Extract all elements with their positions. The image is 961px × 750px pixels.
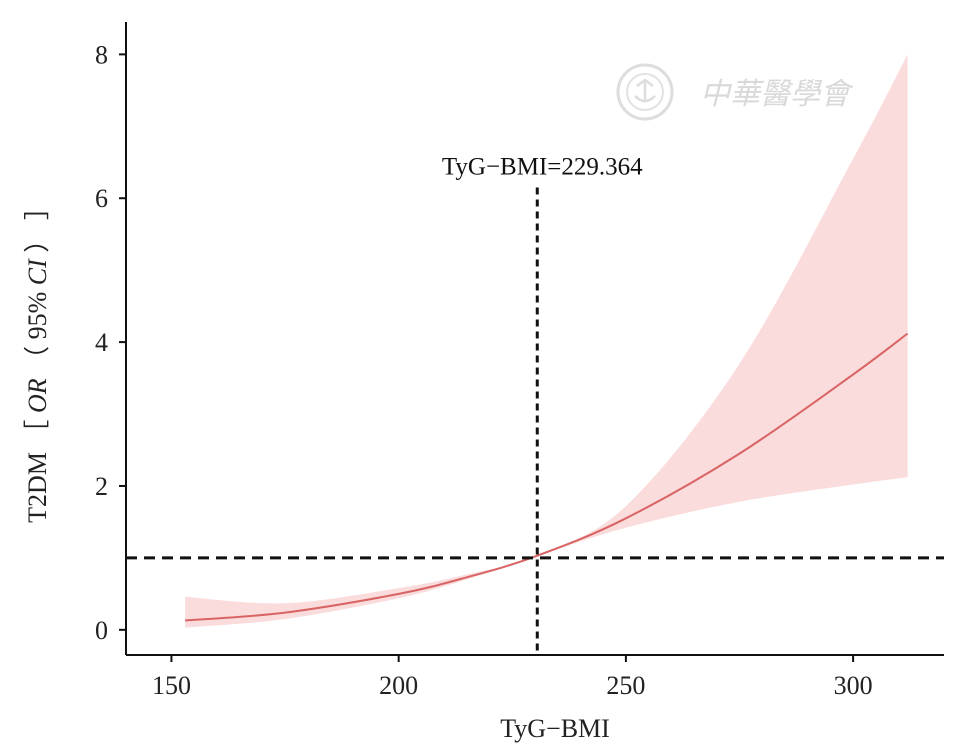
y-tick-label: 8 xyxy=(95,40,108,69)
y-axis-title-part: ］ xyxy=(23,194,52,220)
y-tick-label: 0 xyxy=(95,616,108,645)
y-axis-title-part: ） xyxy=(23,227,52,253)
x-tick-label: 150 xyxy=(152,671,191,700)
y-axis-title-part: CI xyxy=(23,258,52,285)
plot-area xyxy=(185,54,909,628)
y-tick-label: 6 xyxy=(95,184,108,213)
y-axis-title-part: ［ xyxy=(23,420,52,446)
y-axis-title-part: T2DM xyxy=(23,452,52,523)
y-tick-label: 4 xyxy=(95,328,108,357)
society-seal-icon xyxy=(616,63,674,121)
x-tick-label: 200 xyxy=(379,671,418,700)
x-axis-ticks: 150 200 250 300 xyxy=(152,655,873,700)
y-axis-title-part: （ xyxy=(23,346,52,372)
y-axis-title: T2DM ［ OR （ 95% CI ） ］ xyxy=(23,194,52,523)
threshold-annotation: TyG−BMI=229.364 xyxy=(442,153,643,180)
x-axis-title: TyG−BMI xyxy=(500,714,610,743)
y-tick-label: 2 xyxy=(95,472,108,501)
x-tick-label: 250 xyxy=(606,671,645,700)
y-axis-title-part: OR xyxy=(23,378,52,413)
watermark xyxy=(616,63,674,121)
confidence-band xyxy=(185,54,908,628)
watermark-text: 中華醫學會 xyxy=(700,77,854,112)
y-axis-title-part: 95% xyxy=(23,292,52,340)
x-tick-label: 300 xyxy=(834,671,873,700)
series-line xyxy=(185,332,909,622)
y-axis-ticks: 0 2 4 6 8 xyxy=(95,40,126,645)
